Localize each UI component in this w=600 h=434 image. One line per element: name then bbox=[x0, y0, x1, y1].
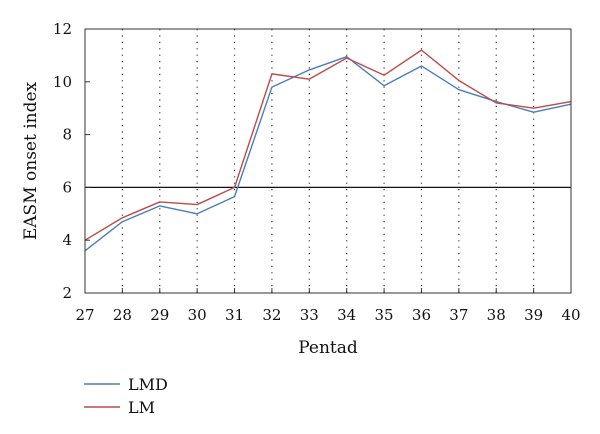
x-axis-label: Pentad bbox=[298, 338, 358, 358]
x-tick-label-29: 29 bbox=[150, 306, 169, 324]
series-group bbox=[84, 49, 572, 252]
y-tick-label-6: 6 bbox=[62, 178, 72, 196]
y-tick-label-8: 8 bbox=[62, 126, 72, 144]
x-tick-label-37: 37 bbox=[449, 306, 468, 324]
x-tick-label-36: 36 bbox=[412, 306, 431, 324]
x-tick-label-28: 28 bbox=[113, 306, 132, 324]
x-tick-label-40: 40 bbox=[561, 306, 580, 324]
legend-label-lm: LM bbox=[128, 398, 155, 417]
x-tick-label-32: 32 bbox=[262, 306, 281, 324]
x-tick-label-34: 34 bbox=[337, 306, 356, 324]
y-tick-label-2: 2 bbox=[62, 284, 72, 302]
plot-frame bbox=[84, 28, 572, 294]
axis-ticks: 27 28 29 30 31 32 33 34 35 36 37 38 39 40 2 4 6 8 10 12 bbox=[53, 20, 581, 324]
x-tick-label-33: 33 bbox=[300, 306, 319, 324]
series-line-lm bbox=[84, 49, 572, 241]
x-tick-label-30: 30 bbox=[188, 306, 207, 324]
y-tick-label-12: 12 bbox=[53, 20, 72, 38]
series-line-lmd bbox=[84, 56, 572, 252]
y-axis-label: EASM onset index bbox=[21, 81, 41, 240]
x-tick-label-38: 38 bbox=[487, 306, 506, 324]
x-tick-label-27: 27 bbox=[75, 306, 94, 324]
x-tick-label-31: 31 bbox=[225, 306, 244, 324]
legend-label-lmd: LMD bbox=[128, 375, 168, 394]
legend: LMD LM bbox=[84, 375, 168, 417]
y-tick-label-10: 10 bbox=[53, 73, 72, 91]
x-tick-label-35: 35 bbox=[375, 306, 394, 324]
x-tick-label-39: 39 bbox=[524, 306, 543, 324]
y-tick-label-4: 4 bbox=[62, 231, 72, 249]
